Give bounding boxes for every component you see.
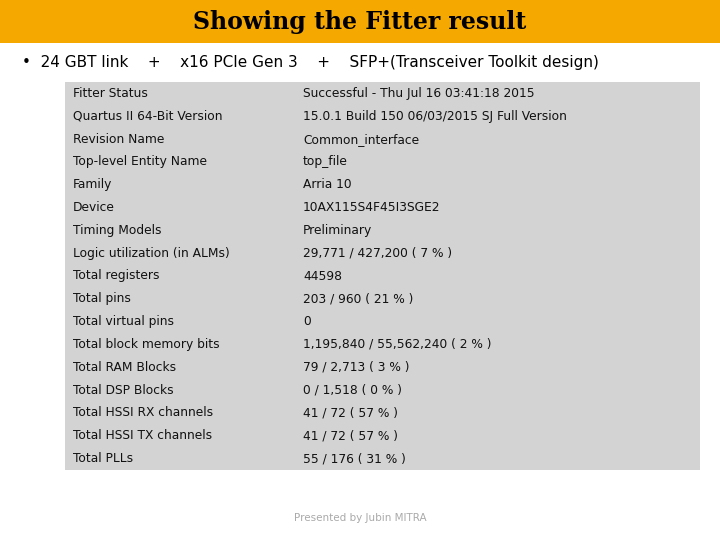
Text: 55 / 176 ( 31 % ): 55 / 176 ( 31 % ) (303, 452, 406, 465)
Bar (65, 82, 700, 470)
Text: 41 / 72 ( 57 % ): 41 / 72 ( 57 % ) (303, 429, 398, 442)
Text: Total pins: Total pins (73, 292, 131, 305)
Text: 10AX115S4F45I3SGE2: 10AX115S4F45I3SGE2 (303, 201, 441, 214)
Text: 15.0.1 Build 150 06/03/2015 SJ Full Version: 15.0.1 Build 150 06/03/2015 SJ Full Vers… (303, 110, 567, 123)
Text: Successful - Thu Jul 16 03:41:18 2015: Successful - Thu Jul 16 03:41:18 2015 (303, 87, 535, 100)
Text: 79 / 2,713 ( 3 % ): 79 / 2,713 ( 3 % ) (303, 361, 410, 374)
Text: Total HSSI RX channels: Total HSSI RX channels (73, 407, 213, 420)
Text: Total virtual pins: Total virtual pins (73, 315, 174, 328)
Text: Total registers: Total registers (73, 269, 160, 282)
Text: Quartus II 64-Bit Version: Quartus II 64-Bit Version (73, 110, 222, 123)
Text: 1,195,840 / 55,562,240 ( 2 % ): 1,195,840 / 55,562,240 ( 2 % ) (303, 338, 492, 351)
Text: Logic utilization (in ALMs): Logic utilization (in ALMs) (73, 247, 230, 260)
Text: 0: 0 (303, 315, 311, 328)
Text: Presented by Jubin MITRA: Presented by Jubin MITRA (294, 513, 426, 523)
Text: Timing Models: Timing Models (73, 224, 161, 237)
Text: Total PLLs: Total PLLs (73, 452, 133, 465)
Text: 44598: 44598 (303, 269, 342, 282)
Text: •  24 GBT link    +    x16 PCIe Gen 3    +    SFP+(Transceiver Toolkit design): • 24 GBT link + x16 PCIe Gen 3 + SFP+(Tr… (22, 55, 599, 70)
Text: Arria 10: Arria 10 (303, 178, 351, 191)
Text: top_file: top_file (303, 156, 348, 168)
Text: Device: Device (73, 201, 115, 214)
Bar (0, 0, 720, 43)
Text: 0 / 1,518 ( 0 % ): 0 / 1,518 ( 0 % ) (303, 383, 402, 396)
Text: Top-level Entity Name: Top-level Entity Name (73, 156, 207, 168)
Text: Total HSSI TX channels: Total HSSI TX channels (73, 429, 212, 442)
Text: Family: Family (73, 178, 112, 191)
Text: Preliminary: Preliminary (303, 224, 372, 237)
Text: Total block memory bits: Total block memory bits (73, 338, 220, 351)
Text: Total RAM Blocks: Total RAM Blocks (73, 361, 176, 374)
Text: Revision Name: Revision Name (73, 132, 164, 146)
Text: Showing the Fitter result: Showing the Fitter result (194, 10, 526, 33)
Text: Common_interface: Common_interface (303, 132, 419, 146)
Text: Total DSP Blocks: Total DSP Blocks (73, 383, 174, 396)
Text: Fitter Status: Fitter Status (73, 87, 148, 100)
Text: 41 / 72 ( 57 % ): 41 / 72 ( 57 % ) (303, 407, 398, 420)
Text: 203 / 960 ( 21 % ): 203 / 960 ( 21 % ) (303, 292, 413, 305)
Text: 29,771 / 427,200 ( 7 % ): 29,771 / 427,200 ( 7 % ) (303, 247, 452, 260)
